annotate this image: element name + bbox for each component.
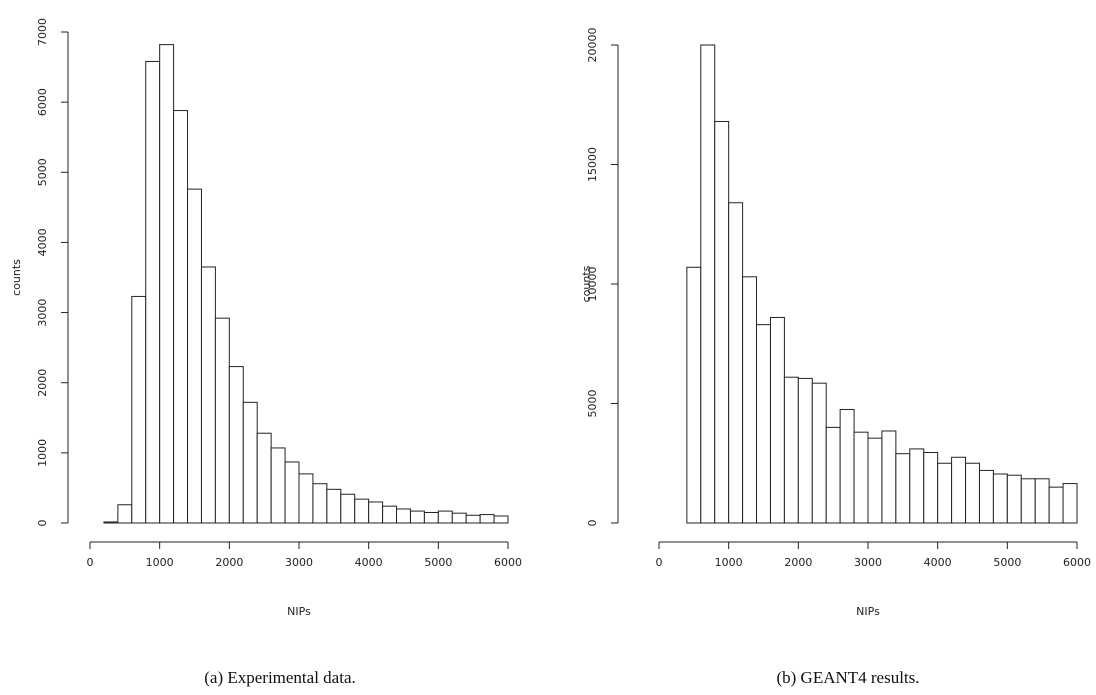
x-tick-label: 2000 xyxy=(215,556,243,569)
bar xyxy=(354,498,370,524)
x-tick-label: 0 xyxy=(87,556,94,569)
bar xyxy=(451,512,467,524)
bar xyxy=(200,266,216,524)
bar xyxy=(270,447,286,524)
bar xyxy=(895,453,911,524)
bar xyxy=(881,430,897,524)
bar xyxy=(131,295,147,524)
bar xyxy=(437,510,453,524)
x-tick-label: 6000 xyxy=(494,556,522,569)
bar xyxy=(409,510,425,524)
bar xyxy=(797,377,813,524)
bar xyxy=(714,120,730,524)
bar xyxy=(173,110,189,524)
bar xyxy=(965,462,980,524)
bar xyxy=(242,401,258,524)
bar xyxy=(493,515,509,524)
bar xyxy=(312,483,328,524)
x-tick-label: 0 xyxy=(656,556,663,569)
bar xyxy=(256,432,272,524)
bar xyxy=(117,504,133,524)
y-tick-label: 1000 xyxy=(36,439,49,467)
bar xyxy=(700,44,716,524)
y-tick-label: 2000 xyxy=(36,369,49,397)
bar xyxy=(103,521,119,524)
y-tick-label: 15000 xyxy=(586,147,599,182)
y-tick-label: 6000 xyxy=(36,88,49,116)
bar xyxy=(465,514,481,524)
y-tick-label: 7000 xyxy=(36,18,49,46)
bar xyxy=(1006,474,1022,524)
bar xyxy=(867,437,883,524)
x-axis-label: NIPs xyxy=(287,605,311,618)
bar xyxy=(769,316,785,524)
bar xyxy=(396,508,411,524)
y-axis-label: counts xyxy=(10,259,23,296)
x-tick-label: 4000 xyxy=(355,556,383,569)
bar xyxy=(783,376,799,524)
bar xyxy=(298,473,314,524)
caption-a: (a) Experimental data. xyxy=(204,668,356,687)
x-tick-label: 3000 xyxy=(854,556,882,569)
bar xyxy=(811,382,827,524)
bar xyxy=(159,44,175,524)
bar xyxy=(853,431,869,524)
bar xyxy=(978,469,994,524)
bar xyxy=(909,448,925,524)
bar xyxy=(214,317,230,524)
x-tick-label: 6000 xyxy=(1063,556,1091,569)
x-tick-label: 3000 xyxy=(285,556,313,569)
bar xyxy=(368,501,384,524)
bar xyxy=(1048,486,1064,524)
histogram-geant4: 0 1000 2000 3000 4000 5000 6000 NIPs 0 5000 10000 1… xyxy=(580,28,1091,619)
x-tick-label: 5000 xyxy=(424,556,452,569)
x-axis-label: NIPs xyxy=(856,605,880,618)
x-tick-label: 1000 xyxy=(146,556,174,569)
x-tick-label: 1000 xyxy=(715,556,743,569)
bar xyxy=(340,493,356,524)
bar xyxy=(423,511,439,524)
x-tick-label: 2000 xyxy=(784,556,812,569)
y-tick-label: 5000 xyxy=(36,158,49,186)
y-tick-label: 0 xyxy=(36,520,49,527)
bar xyxy=(1034,478,1050,524)
bar xyxy=(742,276,758,524)
x-tick-label: 5000 xyxy=(993,556,1021,569)
bar xyxy=(839,408,855,524)
bar xyxy=(1020,478,1036,524)
y-tick-label: 5000 xyxy=(586,390,599,418)
y-tick-label: 4000 xyxy=(36,228,49,256)
bar xyxy=(145,60,161,524)
y-tick-label: 3000 xyxy=(36,299,49,327)
bar xyxy=(187,188,202,524)
bar xyxy=(951,456,967,524)
panel-experimental: 0 1000 2000 3000 4000 5000 6000 NIPs 0 1000 2000 30… xyxy=(0,0,548,660)
bar xyxy=(1062,483,1078,524)
bar xyxy=(992,473,1008,524)
bar xyxy=(284,461,300,524)
bar xyxy=(228,366,244,524)
bar xyxy=(479,514,495,524)
histogram-experimental: 0 1000 2000 3000 4000 5000 6000 NIPs 0 1000 2000 30… xyxy=(10,18,522,618)
y-tick-label: 10000 xyxy=(586,267,599,302)
bar xyxy=(937,462,953,524)
panel-geant4: 0 1000 2000 3000 4000 5000 6000 NIPs 0 5000 10000 1… xyxy=(548,0,1096,660)
caption-b: (b) GEANT4 results. xyxy=(776,668,920,687)
bar xyxy=(326,488,342,524)
bar xyxy=(382,505,398,524)
y-tick-label: 0 xyxy=(586,520,599,527)
bar xyxy=(686,266,702,524)
x-tick-label: 4000 xyxy=(924,556,952,569)
bar xyxy=(923,451,939,524)
y-tick-label: 20000 xyxy=(586,28,599,63)
y-axis-label: counts xyxy=(580,265,593,302)
bar xyxy=(756,324,771,524)
bar xyxy=(825,426,841,524)
bar xyxy=(728,202,744,524)
